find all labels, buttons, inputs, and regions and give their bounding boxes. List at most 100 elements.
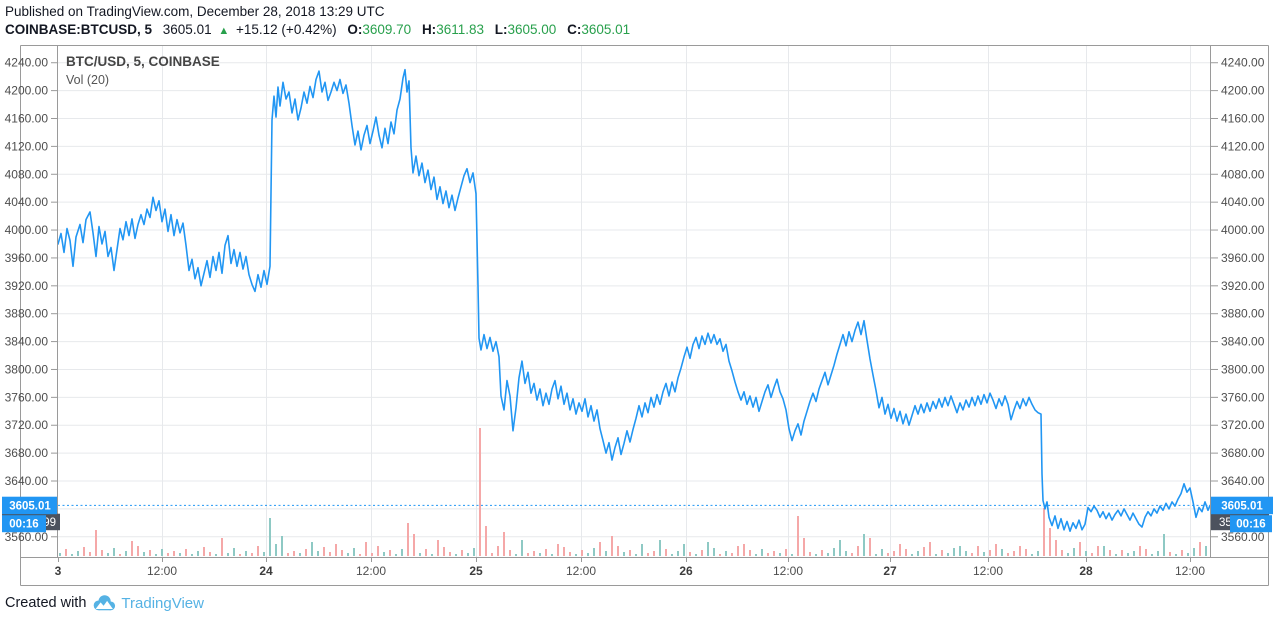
volume-bar — [413, 534, 415, 556]
volume-bar — [563, 547, 565, 556]
price-tick-label: 4000.00 — [5, 223, 49, 237]
volume-bar — [665, 549, 667, 556]
volume-bar — [119, 554, 121, 556]
last-price-badge-right: 3605.01 — [1211, 496, 1273, 515]
volume-bar — [743, 544, 745, 556]
volume-bar — [551, 554, 553, 556]
attribution-footer: Created with TradingView — [5, 591, 204, 615]
time-tick-label: 12:00 — [356, 564, 386, 578]
volume-bar — [779, 553, 781, 556]
volume-bar — [827, 553, 829, 556]
volume-bar — [941, 550, 943, 556]
volume-bar — [815, 554, 817, 556]
volume-bar — [797, 516, 799, 556]
price-tick-label: 3760.00 — [5, 390, 49, 404]
time-tick-label: 27 — [883, 564, 897, 578]
price-tick-label: 4240.00 — [5, 56, 49, 70]
volume-bar — [209, 552, 211, 556]
volume-bar — [1181, 550, 1183, 556]
price-chart[interactable]: 3560.00 3640.00 3680.00 3720.00 3760.00 3800.… — [0, 45, 1274, 587]
volume-bar — [1097, 546, 1099, 556]
volume-bar — [875, 554, 877, 556]
volume-bar — [497, 546, 499, 556]
volume-bar — [143, 552, 145, 556]
price-tick-label: 4120.00 — [5, 139, 49, 153]
volume-bar — [641, 544, 643, 556]
volume-bar — [281, 536, 283, 556]
volume-bar — [677, 551, 679, 556]
volume-bar — [1109, 550, 1111, 556]
volume-bar — [407, 523, 409, 556]
left-price-scale[interactable]: 3560.00 3640.00 3680.00 3720.00 3760.00 3800.… — [5, 56, 57, 544]
frame-layer — [20, 45, 1269, 586]
price-tick-label: 4120.00 — [1221, 139, 1265, 153]
volume-bar — [59, 553, 61, 556]
grid-layer — [58, 46, 1210, 557]
countdown-badge-left-text: 00:16 — [9, 519, 38, 531]
volume-bar — [713, 548, 715, 556]
volume-bar — [689, 552, 691, 556]
volume-bar — [251, 553, 253, 556]
volume-bar — [1199, 542, 1201, 556]
volume-bar — [809, 552, 811, 556]
volume-bar — [767, 553, 769, 556]
open-label: O: — [347, 22, 363, 37]
price-tick-label: 3720.00 — [1221, 418, 1265, 432]
volume-bar — [323, 547, 325, 556]
volume-bar — [611, 536, 613, 556]
volume-bar — [383, 552, 385, 556]
price-tick-label: 3800.00 — [5, 362, 49, 376]
last-price-badge-left-bg — [2, 496, 57, 515]
volume-bar — [731, 553, 733, 556]
volume-bar — [215, 554, 217, 556]
countdown-badge-right: 00:16 — [1230, 515, 1272, 533]
volume-bar — [455, 554, 457, 556]
time-scale[interactable]: 3 12:00 24 12:00 25 12:00 26 12:00 27 12:00 28 12:0… — [55, 557, 1206, 579]
volume-bar — [353, 548, 355, 556]
volume-bar — [839, 540, 841, 556]
high-value: 3611.83 — [436, 22, 484, 37]
volume-bar — [1061, 550, 1063, 556]
countdown-badge-right-bg — [1230, 515, 1272, 533]
volume-bar — [425, 549, 427, 556]
volume-bar — [965, 551, 967, 556]
volume-bar — [935, 554, 937, 556]
volume-bar — [1157, 551, 1159, 556]
volume-bar — [671, 554, 673, 556]
legend-volume-indicator: Vol (20) — [66, 73, 109, 87]
volume-bar — [515, 554, 517, 556]
volume-bar — [305, 549, 307, 556]
price-tick-label: 3560.00 — [1221, 530, 1265, 544]
last-price-badge-right-text: 3605.01 — [1221, 500, 1263, 512]
volume-bar — [755, 554, 757, 556]
right-price-scale[interactable]: 3560.00 3640.00 3680.00 3720.00 3760.00 3800.… — [1211, 56, 1265, 544]
time-tick-label: 3 — [55, 564, 62, 578]
volume-bar — [1187, 553, 1189, 556]
symbol-name: COINBASE:BTCUSD, 5 — [5, 22, 153, 37]
last-price-badge-left: 3605.01 — [2, 496, 57, 515]
volume-bar — [587, 553, 589, 556]
time-tick-label: 25 — [469, 564, 483, 578]
volume-bar — [953, 548, 955, 556]
chart-legend: BTC/USD, 5, COINBASE Vol (20) — [66, 54, 220, 87]
volume-bar — [1145, 549, 1147, 556]
volume-bar — [527, 553, 529, 556]
volume-bar — [803, 538, 805, 556]
volume-bar — [791, 554, 793, 556]
volume-bar — [509, 550, 511, 556]
price-tick-label: 4200.00 — [1221, 84, 1265, 98]
up-arrow-icon: ▲ — [218, 25, 230, 37]
price-tick-label: 3760.00 — [1221, 390, 1265, 404]
time-tick-label: 26 — [679, 564, 693, 578]
volume-bar — [617, 546, 619, 556]
time-tick-label: 12:00 — [147, 564, 177, 578]
volume-bar — [1139, 546, 1141, 556]
price-tick-label: 4080.00 — [1221, 167, 1265, 181]
volume-bar — [881, 549, 883, 556]
volume-bar — [629, 550, 631, 556]
volume-bar — [1031, 554, 1033, 556]
volume-bar — [683, 544, 685, 556]
volume-bar — [419, 553, 421, 556]
volume-bar — [1019, 546, 1021, 556]
tradingview-brand-link[interactable]: TradingView — [121, 594, 204, 612]
